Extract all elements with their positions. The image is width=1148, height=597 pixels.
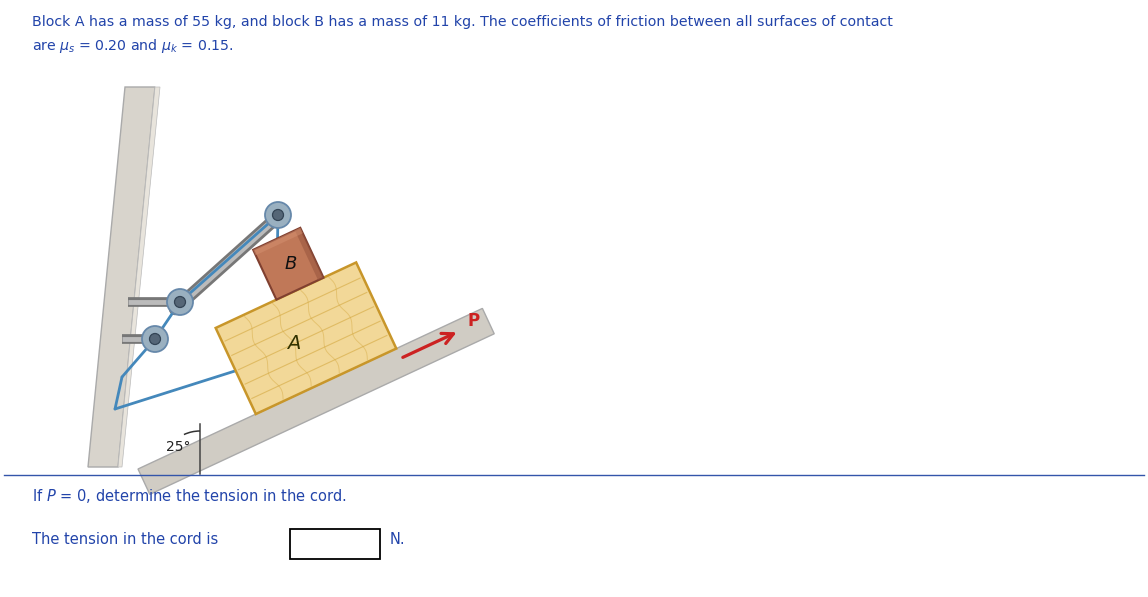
Text: P: P bbox=[467, 312, 480, 330]
Text: A: A bbox=[287, 334, 301, 353]
Text: The tension in the cord is: The tension in the cord is bbox=[32, 532, 218, 547]
Circle shape bbox=[142, 326, 168, 352]
Text: If $P$ = 0, determine the tension in the cord.: If $P$ = 0, determine the tension in the… bbox=[32, 487, 347, 505]
Polygon shape bbox=[138, 309, 495, 494]
Polygon shape bbox=[254, 228, 303, 256]
Text: are $\mu_s$ = 0.20 and $\mu_k$ = 0.15.: are $\mu_s$ = 0.20 and $\mu_k$ = 0.15. bbox=[32, 37, 234, 55]
Polygon shape bbox=[254, 228, 324, 300]
Polygon shape bbox=[88, 87, 155, 467]
Circle shape bbox=[174, 297, 186, 307]
Text: N.: N. bbox=[390, 532, 405, 547]
Polygon shape bbox=[216, 263, 396, 414]
Text: Block A has a mass of 55 kg, and block B has a mass of 11 kg. The coefficients o: Block A has a mass of 55 kg, and block B… bbox=[32, 15, 893, 29]
Text: B: B bbox=[285, 255, 296, 273]
Circle shape bbox=[149, 334, 161, 344]
Text: 25°: 25° bbox=[165, 440, 191, 454]
Circle shape bbox=[166, 289, 193, 315]
Polygon shape bbox=[118, 87, 160, 467]
Circle shape bbox=[272, 210, 284, 220]
Bar bbox=[290, 529, 380, 559]
Polygon shape bbox=[295, 228, 324, 280]
Circle shape bbox=[265, 202, 290, 228]
